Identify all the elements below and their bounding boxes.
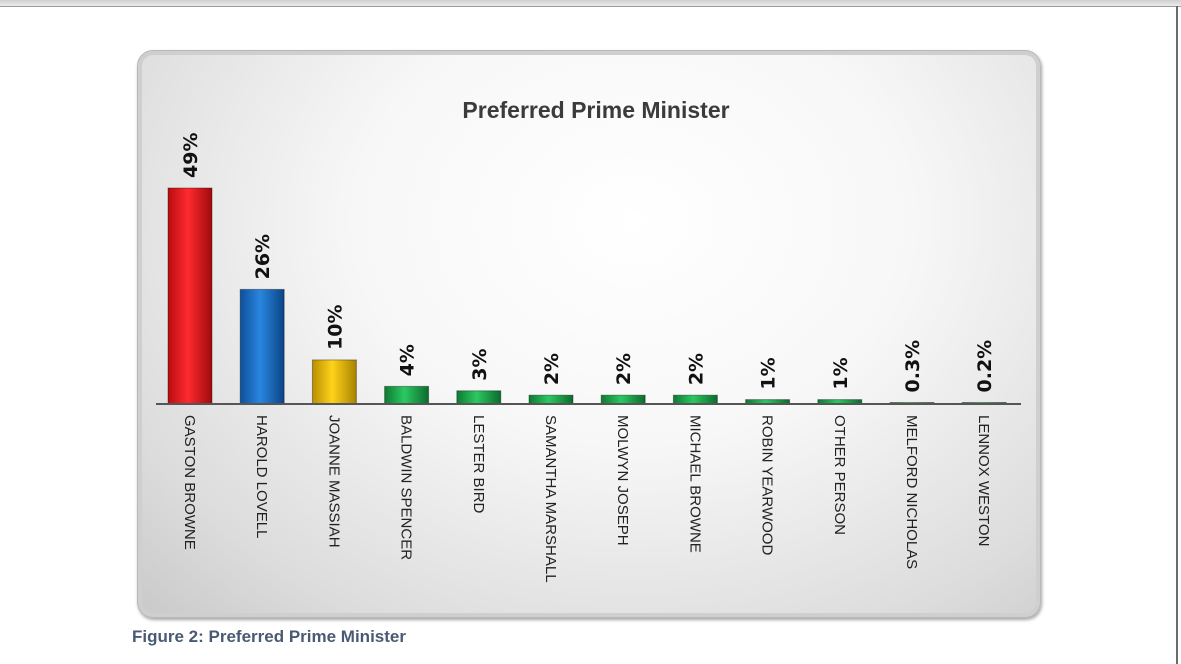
- bar-molwyn-joseph: [600, 394, 646, 405]
- value-label-samantha-marshall: 2%: [541, 353, 563, 385]
- chart-panel: [137, 50, 1041, 618]
- bar-joanne-massiah: [311, 359, 357, 405]
- category-label-lester-bird: LESTER BIRD: [470, 415, 487, 514]
- top-border: [0, 0, 1181, 7]
- value-label-lester-bird: 3%: [469, 349, 491, 381]
- value-label-other-person: 1%: [830, 357, 852, 389]
- value-label-melford-nicholas: 0.3%: [902, 340, 924, 393]
- value-label-baldwin-spencer: 4%: [397, 344, 419, 376]
- category-label-harold-lovell: HAROLD LOVELL: [253, 415, 270, 538]
- category-label-samantha-marshall: SAMANTHA MARSHALL: [542, 415, 559, 583]
- bar-samantha-marshall: [528, 394, 574, 405]
- value-label-michael-browne: 2%: [685, 353, 707, 385]
- category-label-lennox-weston: LENNOX WESTON: [975, 415, 992, 546]
- category-label-michael-browne: MICHAEL BROWNE: [686, 415, 703, 553]
- value-label-molwyn-joseph: 2%: [613, 353, 635, 385]
- chart-title: Preferred Prime Minister: [462, 97, 729, 123]
- category-label-baldwin-spencer: BALDWIN SPENCER: [398, 415, 415, 560]
- bar-baldwin-spencer: [384, 385, 430, 405]
- category-label-melford-nicholas: MELFORD NICHOLAS: [903, 415, 920, 569]
- category-label-joanne-massiah: JOANNE MASSIAH: [325, 415, 342, 548]
- category-label-other-person: OTHER PERSON: [831, 415, 848, 535]
- bar-lester-bird: [456, 390, 502, 405]
- value-label-robin-yearwood: 1%: [758, 357, 780, 389]
- category-label-robin-yearwood: ROBIN YEARWOOD: [759, 415, 776, 555]
- value-label-gaston-browne: 49%: [180, 133, 202, 178]
- figure-caption: Figure 2: Preferred Prime Minister: [132, 627, 406, 646]
- value-label-harold-lovell: 26%: [252, 234, 274, 279]
- value-label-joanne-massiah: 10%: [324, 304, 346, 349]
- value-label-lennox-weston: 0.2%: [974, 340, 996, 393]
- category-label-gaston-browne: GASTON BROWNE: [181, 415, 198, 550]
- bar-harold-lovell: [239, 288, 285, 405]
- bar-gaston-browne: [167, 187, 213, 405]
- right-border: [1176, 6, 1178, 664]
- bar-michael-browne: [672, 394, 718, 405]
- category-label-molwyn-joseph: MOLWYN JOSEPH: [614, 415, 631, 546]
